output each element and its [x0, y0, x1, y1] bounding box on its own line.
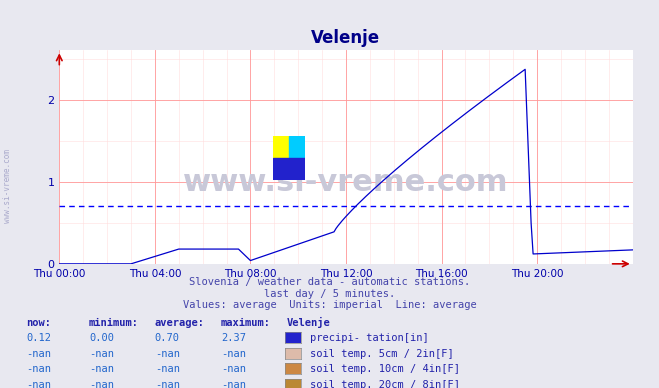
Text: www.si-vreme.com: www.si-vreme.com: [183, 168, 509, 197]
Text: -nan: -nan: [221, 364, 246, 374]
Text: -nan: -nan: [155, 380, 180, 388]
Text: soil temp. 10cm / 4in[F]: soil temp. 10cm / 4in[F]: [310, 364, 460, 374]
Text: -nan: -nan: [221, 380, 246, 388]
Bar: [273, 136, 289, 158]
Text: -nan: -nan: [221, 349, 246, 359]
Text: maximum:: maximum:: [221, 318, 271, 328]
Text: Velenje: Velenje: [287, 317, 330, 328]
Text: www.si-vreme.com: www.si-vreme.com: [3, 149, 13, 223]
Text: average:: average:: [155, 318, 205, 328]
Text: 0.70: 0.70: [155, 333, 180, 343]
Text: 2.37: 2.37: [221, 333, 246, 343]
Text: minimum:: minimum:: [89, 318, 139, 328]
Text: soil temp. 20cm / 8in[F]: soil temp. 20cm / 8in[F]: [310, 380, 460, 388]
Text: -nan: -nan: [89, 380, 114, 388]
Text: -nan: -nan: [155, 364, 180, 374]
Text: precipi- tation[in]: precipi- tation[in]: [310, 333, 428, 343]
Text: -nan: -nan: [89, 349, 114, 359]
Bar: [289, 136, 305, 158]
Text: last day / 5 minutes.: last day / 5 minutes.: [264, 289, 395, 299]
Text: now:: now:: [26, 318, 51, 328]
Text: 0.12: 0.12: [26, 333, 51, 343]
Text: Values: average  Units: imperial  Line: average: Values: average Units: imperial Line: av…: [183, 300, 476, 310]
Text: -nan: -nan: [89, 364, 114, 374]
Text: 0.00: 0.00: [89, 333, 114, 343]
Bar: [273, 158, 305, 180]
Text: -nan: -nan: [26, 349, 51, 359]
Text: -nan: -nan: [26, 364, 51, 374]
Text: -nan: -nan: [26, 380, 51, 388]
Text: soil temp. 5cm / 2in[F]: soil temp. 5cm / 2in[F]: [310, 349, 453, 359]
Text: Slovenia / weather data - automatic stations.: Slovenia / weather data - automatic stat…: [189, 277, 470, 287]
Title: Velenje: Velenje: [312, 29, 380, 47]
Text: -nan: -nan: [155, 349, 180, 359]
